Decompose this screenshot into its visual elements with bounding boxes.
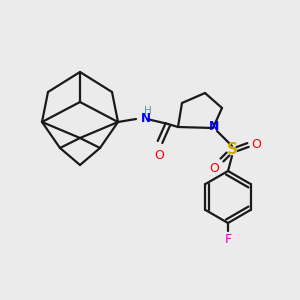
Text: O: O <box>154 149 164 162</box>
Text: S: S <box>226 142 238 158</box>
Text: O: O <box>251 139 261 152</box>
Text: F: F <box>224 233 232 246</box>
Text: N: N <box>209 121 219 134</box>
Text: O: O <box>209 161 219 175</box>
Text: N: N <box>141 112 151 125</box>
Text: H: H <box>144 106 152 116</box>
